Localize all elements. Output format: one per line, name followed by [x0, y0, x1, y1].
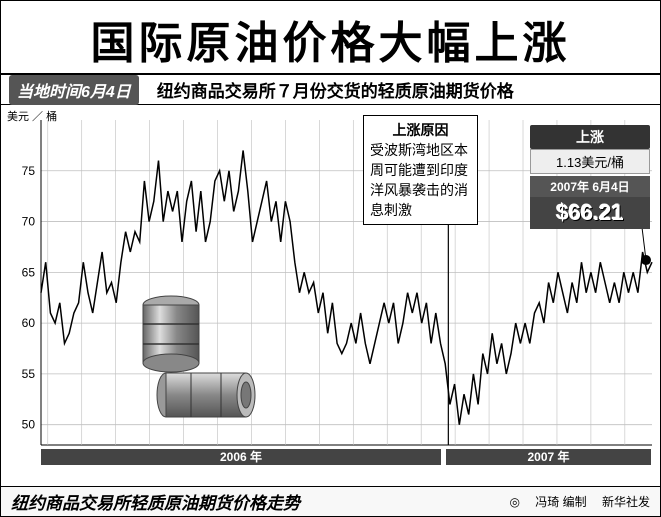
reason-body: 受波斯湾地区本周可能遭到印度洋风暴袭击的消息刺激 — [370, 142, 468, 218]
year-bar-2006: 2006 年 — [41, 449, 441, 465]
date-badge: 当地时间6月4日 — [9, 75, 139, 105]
year-bar-2007: 2007 年 — [446, 449, 651, 465]
footer: 纽约商品交易所轻质原油期货价格走势 ◎ 冯琦 编制 新华社发 — [1, 486, 660, 516]
headline: 国际原油价格大幅上涨 — [1, 1, 660, 75]
oil-barrels-icon — [121, 290, 281, 420]
svg-text:75: 75 — [22, 164, 36, 178]
subheader-row: 当地时间6月4日 纽约商品交易所７月份交货的轻质原油期货价格 — [1, 75, 660, 105]
svg-text:60: 60 — [22, 316, 36, 330]
footer-credits: ◎ 冯琦 编制 新华社发 — [497, 493, 650, 510]
reason-title: 上涨原因 — [370, 120, 471, 140]
chart-area: 505560657075123456789101112123456 美元 ／ 桶… — [1, 105, 660, 485]
svg-text:55: 55 — [22, 367, 36, 381]
price-date: 2007年 6月4日 — [530, 176, 650, 197]
price-up-label: 上涨 — [530, 125, 650, 149]
y-axis-label: 美元 ／ 桶 — [7, 111, 57, 123]
credit-author: 冯琦 编制 — [535, 495, 586, 509]
price-callout: 上涨 1.13美元/桶 2007年 6月4日 $66.21 — [530, 125, 650, 229]
sub-description: 纽约商品交易所７月份交货的轻质原油期货价格 — [157, 77, 514, 102]
svg-text:50: 50 — [22, 418, 36, 432]
svg-text:65: 65 — [22, 265, 36, 279]
price-delta: 1.13美元/桶 — [530, 149, 650, 174]
credit-agency: 新华社发 — [602, 495, 650, 509]
price-value: $66.21 — [530, 197, 650, 229]
svg-text:70: 70 — [22, 215, 36, 229]
credit-logo-icon: ◎ — [509, 495, 519, 509]
reason-callout: 上涨原因 受波斯湾地区本周可能遭到印度洋风暴袭击的消息刺激 — [363, 115, 478, 225]
footer-caption: 纽约商品交易所轻质原油期货价格走势 — [11, 489, 300, 514]
